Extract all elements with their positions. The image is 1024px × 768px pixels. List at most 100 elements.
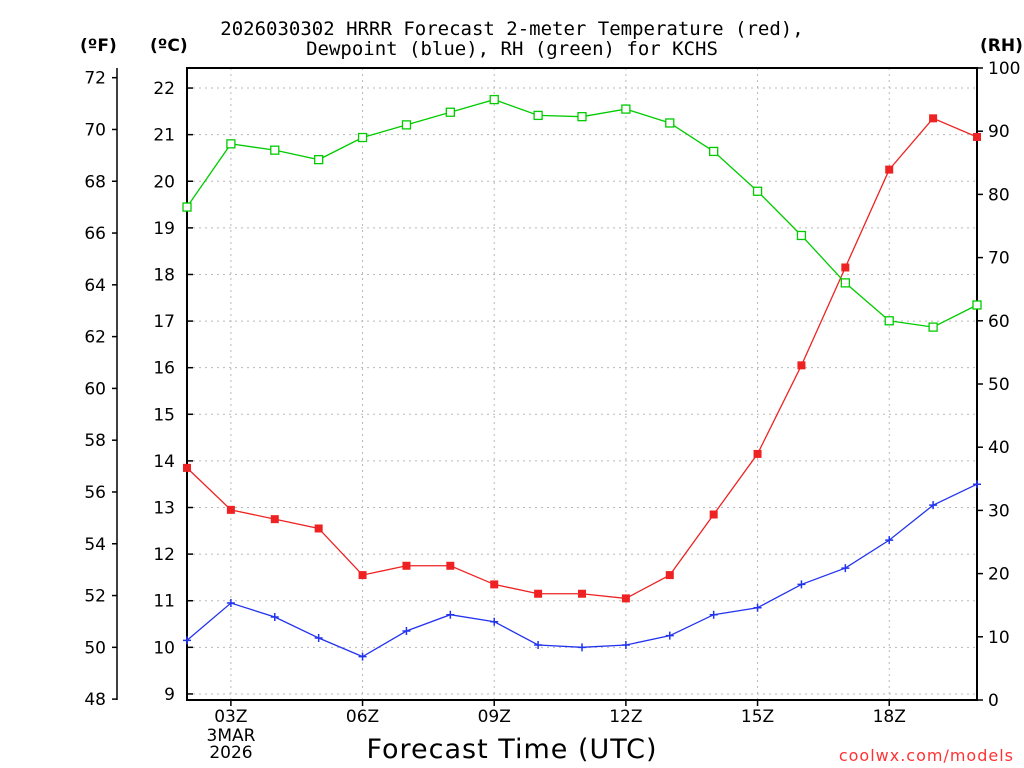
celsius-tick-label: 9 [164,685,175,705]
rh-tick-label: 90 [988,122,1010,142]
celsius-tick-label: 16 [153,359,175,379]
temperature-point [665,571,674,580]
dewpoint-point [797,580,806,589]
fahrenheit-tick-label: 70 [84,120,106,140]
dewpoint-point [534,641,543,650]
celsius-unit-label: (ºC) [150,36,188,56]
temperature-point [402,561,411,570]
dewpoint-line [186,483,978,658]
dewpoint-point [490,617,499,626]
rh-point [709,146,719,157]
rh-tick-label: 30 [988,501,1010,521]
fahrenheit-tick-label: 60 [84,379,106,399]
dewpoint-point [446,610,455,619]
rh-point [489,94,499,105]
fahrenheit-tick-label: 50 [84,638,106,658]
celsius-tick-label: 13 [153,499,175,519]
temperature-point [534,589,543,598]
fahrenheit-tick-label: 66 [84,224,106,244]
temperature-point [270,515,279,524]
x-tick-label: 06Z [346,707,379,727]
dewpoint-point [226,599,235,608]
rh-tick-label: 10 [988,628,1010,648]
dewpoint-point [183,636,191,645]
fahrenheit-tick-label: 56 [84,483,106,503]
dewpoint-point [358,652,367,661]
dewpoint-point [270,613,279,622]
x-tick-label: 12Z [609,707,642,727]
chart-title-line1: 2026030302 HRRR Forecast 2-meter Tempera… [220,18,804,40]
celsius-tick-label: 10 [153,638,175,658]
rh-point [226,139,236,149]
temperature-point [621,594,630,603]
rh-tick-label: 0 [988,691,999,711]
celsius-tick-label: 19 [153,219,175,239]
dewpoint-point [929,501,938,510]
temperature-point [358,571,367,580]
rh-point [357,132,368,143]
dewpoint-point [621,641,630,650]
x-tick-label: 09Z [478,707,511,727]
rh-point [621,104,631,114]
rh-point [533,110,543,121]
fahrenheit-tick-label: 72 [84,69,106,89]
rh-point [314,154,324,165]
fahrenheit-tick-label: 68 [84,172,106,192]
temperature-point [183,463,191,472]
rh-point [270,145,280,155]
credit-text: coolwx.com/models [838,746,1014,765]
temperature-point [753,449,762,458]
plot-frame [186,67,978,701]
rh-tick-label: 80 [988,185,1010,205]
dewpoint-point [885,536,894,545]
x-tick-label: 03Z [214,707,247,727]
temperature-point [885,165,894,174]
temperature-point [709,510,718,519]
rh-tick-label: 70 [988,249,1010,269]
temperature-point [841,263,850,272]
rh-point [796,230,807,241]
rh-tick-label: 40 [988,438,1010,458]
fahrenheit-tick-label: 58 [84,431,106,451]
rh-point [577,112,587,122]
dewpoint-point [665,631,674,640]
rh-tick-label: 50 [988,375,1010,395]
temperature-point [446,561,455,570]
dewpoint-point [578,643,586,652]
temperature-point [929,114,938,123]
temperature-line [186,117,978,600]
x-tick-label: 18Z [873,707,906,727]
dewpoint-point [841,564,850,573]
rh-tick-label: 20 [988,565,1010,585]
rh-tick-label: 60 [988,312,1010,332]
rh-point [401,120,412,130]
fahrenheit-tick-label: 52 [84,587,106,607]
date-label-year: 2026 [209,743,253,763]
fahrenheit-tick-label: 62 [84,328,106,348]
celsius-tick-label: 17 [153,312,175,332]
rh-line [186,98,978,328]
dewpoint-point [973,480,981,489]
temperature-point [490,580,499,589]
rh-point [182,202,192,212]
celsius-tick-label: 22 [153,79,175,99]
dewpoint-point [753,603,762,612]
fahrenheit-unit-label: (ºF) [80,36,117,56]
celsius-tick-label: 21 [153,126,175,146]
celsius-tick-label: 14 [153,452,175,472]
temperature-point [797,361,806,370]
celsius-tick-label: 11 [153,592,175,612]
rh-unit-label: (RH) [980,36,1023,56]
temperature-point [578,589,586,598]
dewpoint-point [314,634,323,643]
celsius-tick-label: 18 [153,265,175,285]
x-axis-label: Forecast Time (UTC) [366,734,658,765]
rh-point [928,322,938,332]
rh-point [840,278,850,288]
date-label-day: 3MAR [206,726,256,746]
chart-title-line2: Dewpoint (blue), RH (green) for KCHS [306,38,718,60]
dewpoint-point [402,627,411,636]
temperature-point [973,132,981,141]
rh-point [752,186,763,196]
